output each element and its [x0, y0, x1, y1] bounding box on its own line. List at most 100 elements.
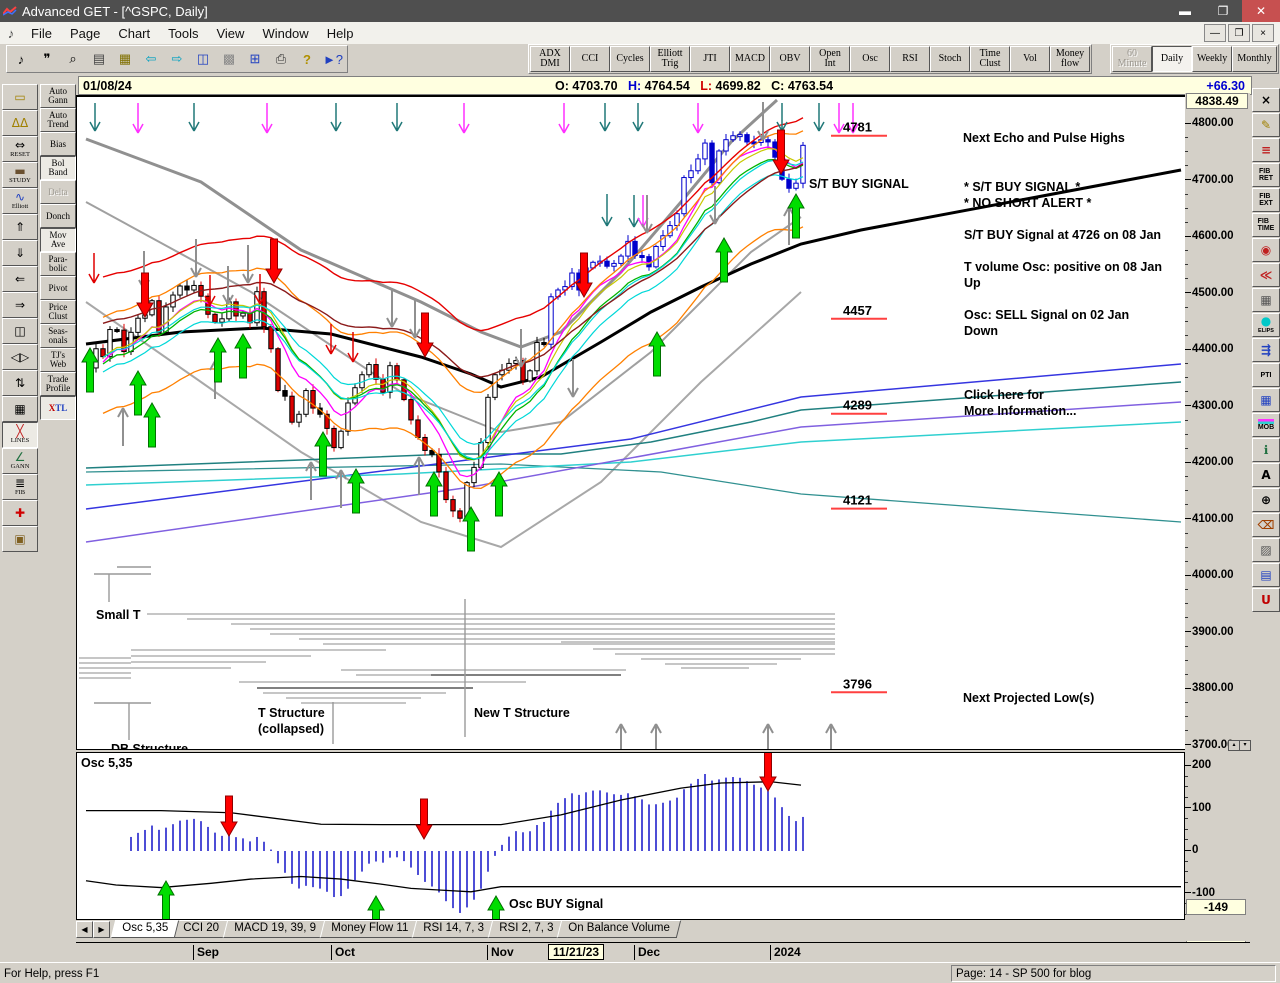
notes-button[interactable]: ▤ [1252, 563, 1280, 587]
oscillator-pane[interactable]: Osc 5,35 Osc BUY Signal [76, 750, 1185, 937]
fib-time-button[interactable]: FIB TIME [1252, 213, 1280, 237]
tab-cci-20[interactable]: CCI 20 [171, 920, 231, 938]
study-toggle-price-clust[interactable]: Price Clust [40, 300, 76, 324]
tab-macd-19-39-9[interactable]: MACD 19, 39, 9 [222, 920, 327, 938]
page-up-button[interactable]: ⇑ [2, 214, 38, 240]
menu-view[interactable]: View [216, 25, 245, 41]
mdi-restore-button[interactable]: ❐ [1228, 24, 1250, 42]
study-button-adx-dmi[interactable]: ADX DMI [530, 46, 570, 72]
tab-rsi-2-7-3[interactable]: RSI 2, 7, 3 [487, 920, 565, 938]
study-toggle-bias[interactable]: Bias [40, 132, 76, 156]
study-toggle-bol-band[interactable]: Bol Band [40, 156, 76, 180]
lines-button[interactable]: ╳ LINES [2, 422, 38, 448]
study-button-cci[interactable]: CCI [570, 46, 610, 72]
grid-tool-button[interactable]: ▦ [1252, 288, 1280, 312]
tab-money-flow-11[interactable]: Money Flow 11 [319, 920, 420, 938]
zoom-tool-button[interactable]: ⊕ [1252, 488, 1280, 512]
study-button-elliott-trig[interactable]: Elliott Trig [650, 46, 690, 72]
new-chart-icon[interactable]: ▤ [86, 47, 112, 71]
splitter-button-down[interactable]: ▾ [1239, 740, 1251, 751]
split-screen-button[interactable]: ⇅ [2, 370, 38, 396]
timeframe-button-60[interactable]: 60 Minute [1112, 46, 1153, 72]
magnet-u-button[interactable]: U [1252, 588, 1280, 612]
fan-lines-button[interactable]: ≪ [1252, 263, 1280, 287]
timeframe-button-daily[interactable]: Daily [1152, 46, 1193, 72]
trend-lines-button[interactable]: ≡ [1252, 138, 1280, 162]
study-toggle-pivot[interactable]: Pivot [40, 276, 76, 300]
tab-osc-5-35[interactable]: Osc 5,35 [110, 920, 180, 938]
grid-button[interactable]: ▦ [2, 396, 38, 422]
help-icon[interactable]: ? [294, 47, 320, 71]
context-help-icon[interactable]: ►? [320, 47, 346, 71]
tile-vertical-icon[interactable]: ◫ [190, 47, 216, 71]
menu-page[interactable]: Page [69, 25, 101, 41]
mdi-close-button[interactable]: × [1252, 24, 1274, 42]
study-button-obv[interactable]: OBV [770, 46, 811, 72]
study-button-vol[interactable]: Vol [1010, 46, 1051, 72]
scroll-left-button[interactable]: ⇐ [2, 266, 38, 292]
study-toggle-para-bolic[interactable]: Para-bolic [40, 252, 76, 276]
menu-tools[interactable]: Tools [168, 25, 199, 41]
grid-blue-button[interactable]: ▦ [1252, 388, 1280, 412]
page-forward-icon[interactable]: ⇨ [164, 47, 190, 71]
price-chart[interactable]: 4781 4457 4289 4121 3796 Next Echo and Pulse … [76, 95, 1185, 762]
study-button-open-int[interactable]: Open Int [810, 46, 851, 72]
dither-button[interactable]: ▨ [1252, 538, 1280, 562]
study-toggle-donch[interactable]: Donch [40, 204, 76, 228]
app-pin-icon[interactable]: ♪ [8, 47, 34, 71]
study-button[interactable]: ▬ STUDY [2, 162, 38, 188]
pitchfork-button[interactable]: ⇶ [1252, 338, 1280, 362]
fib-circle-button[interactable]: ◉ [1252, 238, 1280, 262]
study-toggle-seas-onals[interactable]: Seas-onals [40, 324, 76, 348]
timeframe-button-monthly[interactable]: Monthly [1232, 46, 1277, 72]
study-toggle-mov-ave[interactable]: Mov Ave [40, 228, 76, 252]
fib-retracement-button[interactable]: FIB RET [1252, 163, 1280, 187]
crosshair-button[interactable]: ✚ [2, 500, 38, 526]
quote-icon[interactable]: ❞ [34, 47, 60, 71]
tab-rsi-14-7-3[interactable]: RSI 14, 7, 3 [411, 920, 495, 938]
snapshot-button[interactable]: ▣ [2, 526, 38, 552]
expand-bars-button[interactable]: ◁▷ [2, 344, 38, 370]
study-button-money-flow[interactable]: Money flow [1050, 46, 1091, 72]
study-toggle-delta[interactable]: Delta [40, 180, 76, 204]
save-icon[interactable]: ▦ [112, 47, 138, 71]
compare-symbols-button[interactable]: ΔΔ [2, 110, 38, 136]
eraser-button[interactable]: ⌫ [1252, 513, 1280, 537]
timeframe-button-weekly[interactable]: Weekly [1192, 46, 1233, 72]
close-button[interactable]: ✕ [1242, 0, 1280, 22]
info-search-button[interactable]: ℹ [1252, 438, 1280, 462]
study-toggle-auto-trend[interactable]: Auto Trend [40, 108, 76, 132]
chart-window-icon[interactable]: ♪ [7, 25, 15, 41]
menu-chart[interactable]: Chart [118, 25, 151, 41]
fib-extension-button[interactable]: FIB EXT [1252, 188, 1280, 212]
study-button-jti[interactable]: JTI [690, 46, 730, 72]
pencil-button[interactable]: ✎ [1252, 113, 1280, 137]
page-back-icon[interactable]: ⇦ [138, 47, 164, 71]
menu-window[interactable]: Window [262, 25, 309, 41]
study-toggle-tj-s-web[interactable]: TJ's Web [40, 348, 76, 372]
study-button-stoch[interactable]: Stoch [930, 46, 971, 72]
study-button-time-clust[interactable]: Time Clust [970, 46, 1011, 72]
tab-on-balance-volume[interactable]: On Balance Volume [556, 920, 681, 938]
search-icon[interactable]: ⌕ [60, 47, 86, 71]
price-axis[interactable]: 4838.49 4800.00 4700.00 4600.00 4500.00 4400… [1185, 93, 1250, 788]
close-chart-button[interactable]: × [1252, 88, 1280, 112]
tab-scroll-left-button[interactable]: ◀ [76, 921, 93, 938]
menu-file[interactable]: File [31, 25, 52, 41]
text-tool-button[interactable]: A [1252, 463, 1280, 487]
compress-bars-button[interactable]: ◫ [2, 318, 38, 344]
study-button-cycles[interactable]: Cycles [610, 46, 650, 72]
fib-button[interactable]: ≣ FIB [2, 474, 38, 500]
close-all-icon[interactable]: ▩ [216, 47, 242, 71]
ellipse-tool-button[interactable]: ● ELIPS [1252, 313, 1280, 337]
tab-scroll-right-button[interactable]: ▶ [93, 921, 110, 938]
mob-button[interactable]: MOB [1252, 413, 1280, 437]
study-button-rsi[interactable]: RSI [890, 46, 931, 72]
date-axis[interactable]: Sep Oct Nov Dec 2024 11/21/23 [76, 942, 1250, 964]
selected-date-box[interactable]: 11/21/23 [548, 944, 605, 960]
restore-button[interactable]: ❐ [1217, 4, 1229, 18]
gann-button[interactable]: ∠ GANN [2, 448, 38, 474]
study-toggle-auto-gann[interactable]: Auto Gann [40, 84, 76, 108]
scroll-right-button[interactable]: ⇒ [2, 292, 38, 318]
study-button-osc[interactable]: Osc [850, 46, 891, 72]
